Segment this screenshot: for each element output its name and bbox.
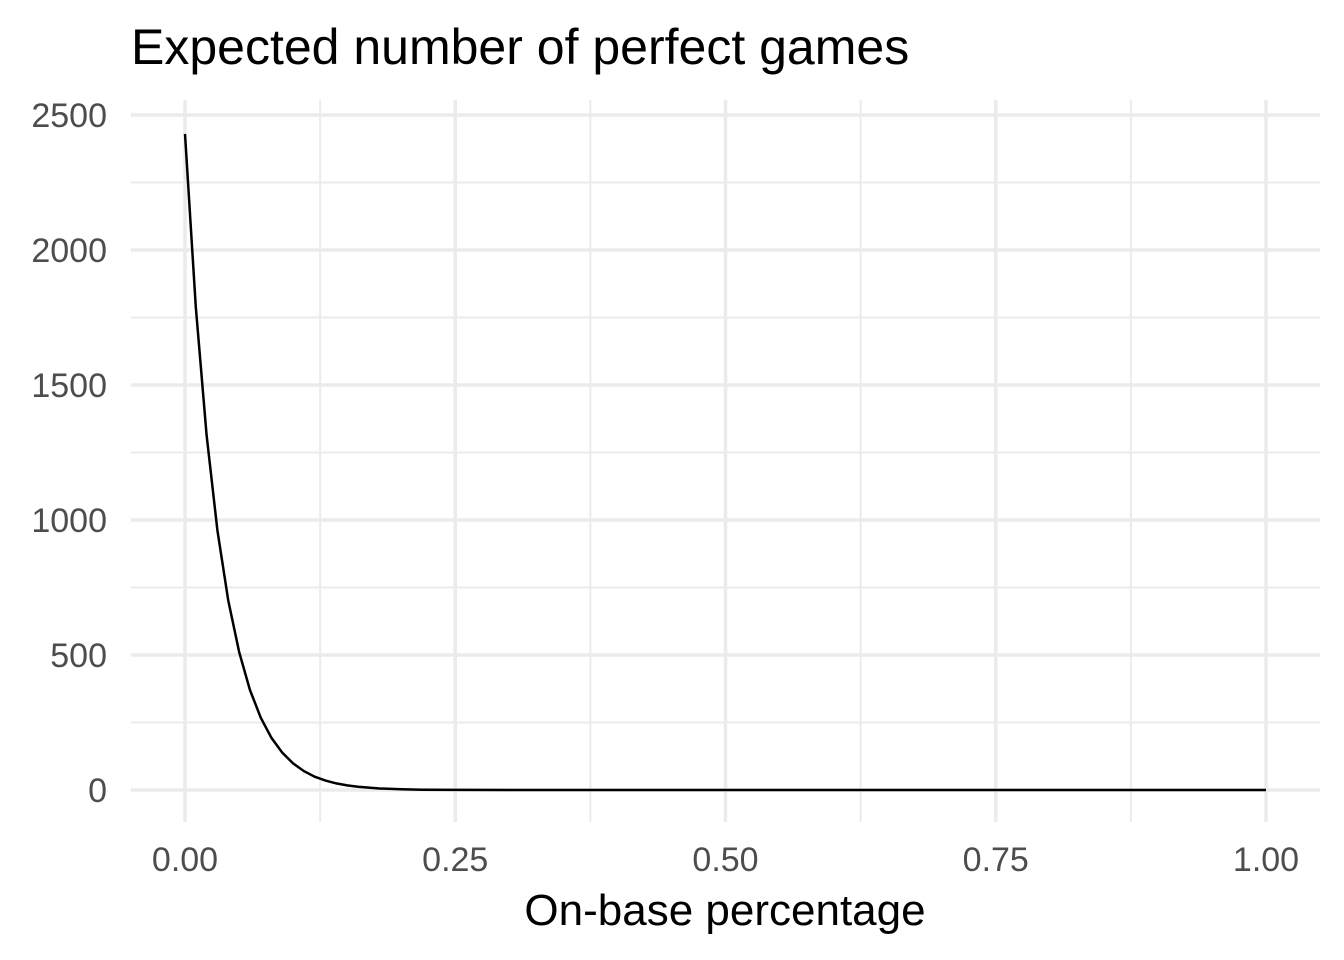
- major-gridlines: [131, 100, 1320, 822]
- chart-title: Expected number of perfect games: [131, 19, 909, 75]
- y-tick-label: 2500: [31, 97, 107, 135]
- y-tick-label: 0: [88, 772, 107, 810]
- y-tick-label: 1500: [31, 367, 107, 405]
- x-tick-label: 0.50: [692, 841, 758, 879]
- x-axis-tick-labels: 0.00 0.25 0.50 0.75 1.00: [152, 841, 1299, 879]
- series-layer: [183, 133, 1266, 792]
- y-tick-label: 1000: [31, 502, 107, 540]
- y-tick-label: 2000: [31, 232, 107, 270]
- x-axis-label: On-base percentage: [524, 886, 925, 935]
- x-tick-label: 0.75: [963, 841, 1029, 879]
- y-tick-label: 500: [50, 637, 107, 675]
- x-tick-label: 0.00: [152, 841, 218, 879]
- x-tick-label: 0.25: [422, 841, 488, 879]
- y-axis-tick-labels: 0 500 1000 1500 2000 2500: [31, 97, 107, 810]
- series-line: [183, 133, 1266, 792]
- x-tick-label: 1.00: [1233, 841, 1299, 879]
